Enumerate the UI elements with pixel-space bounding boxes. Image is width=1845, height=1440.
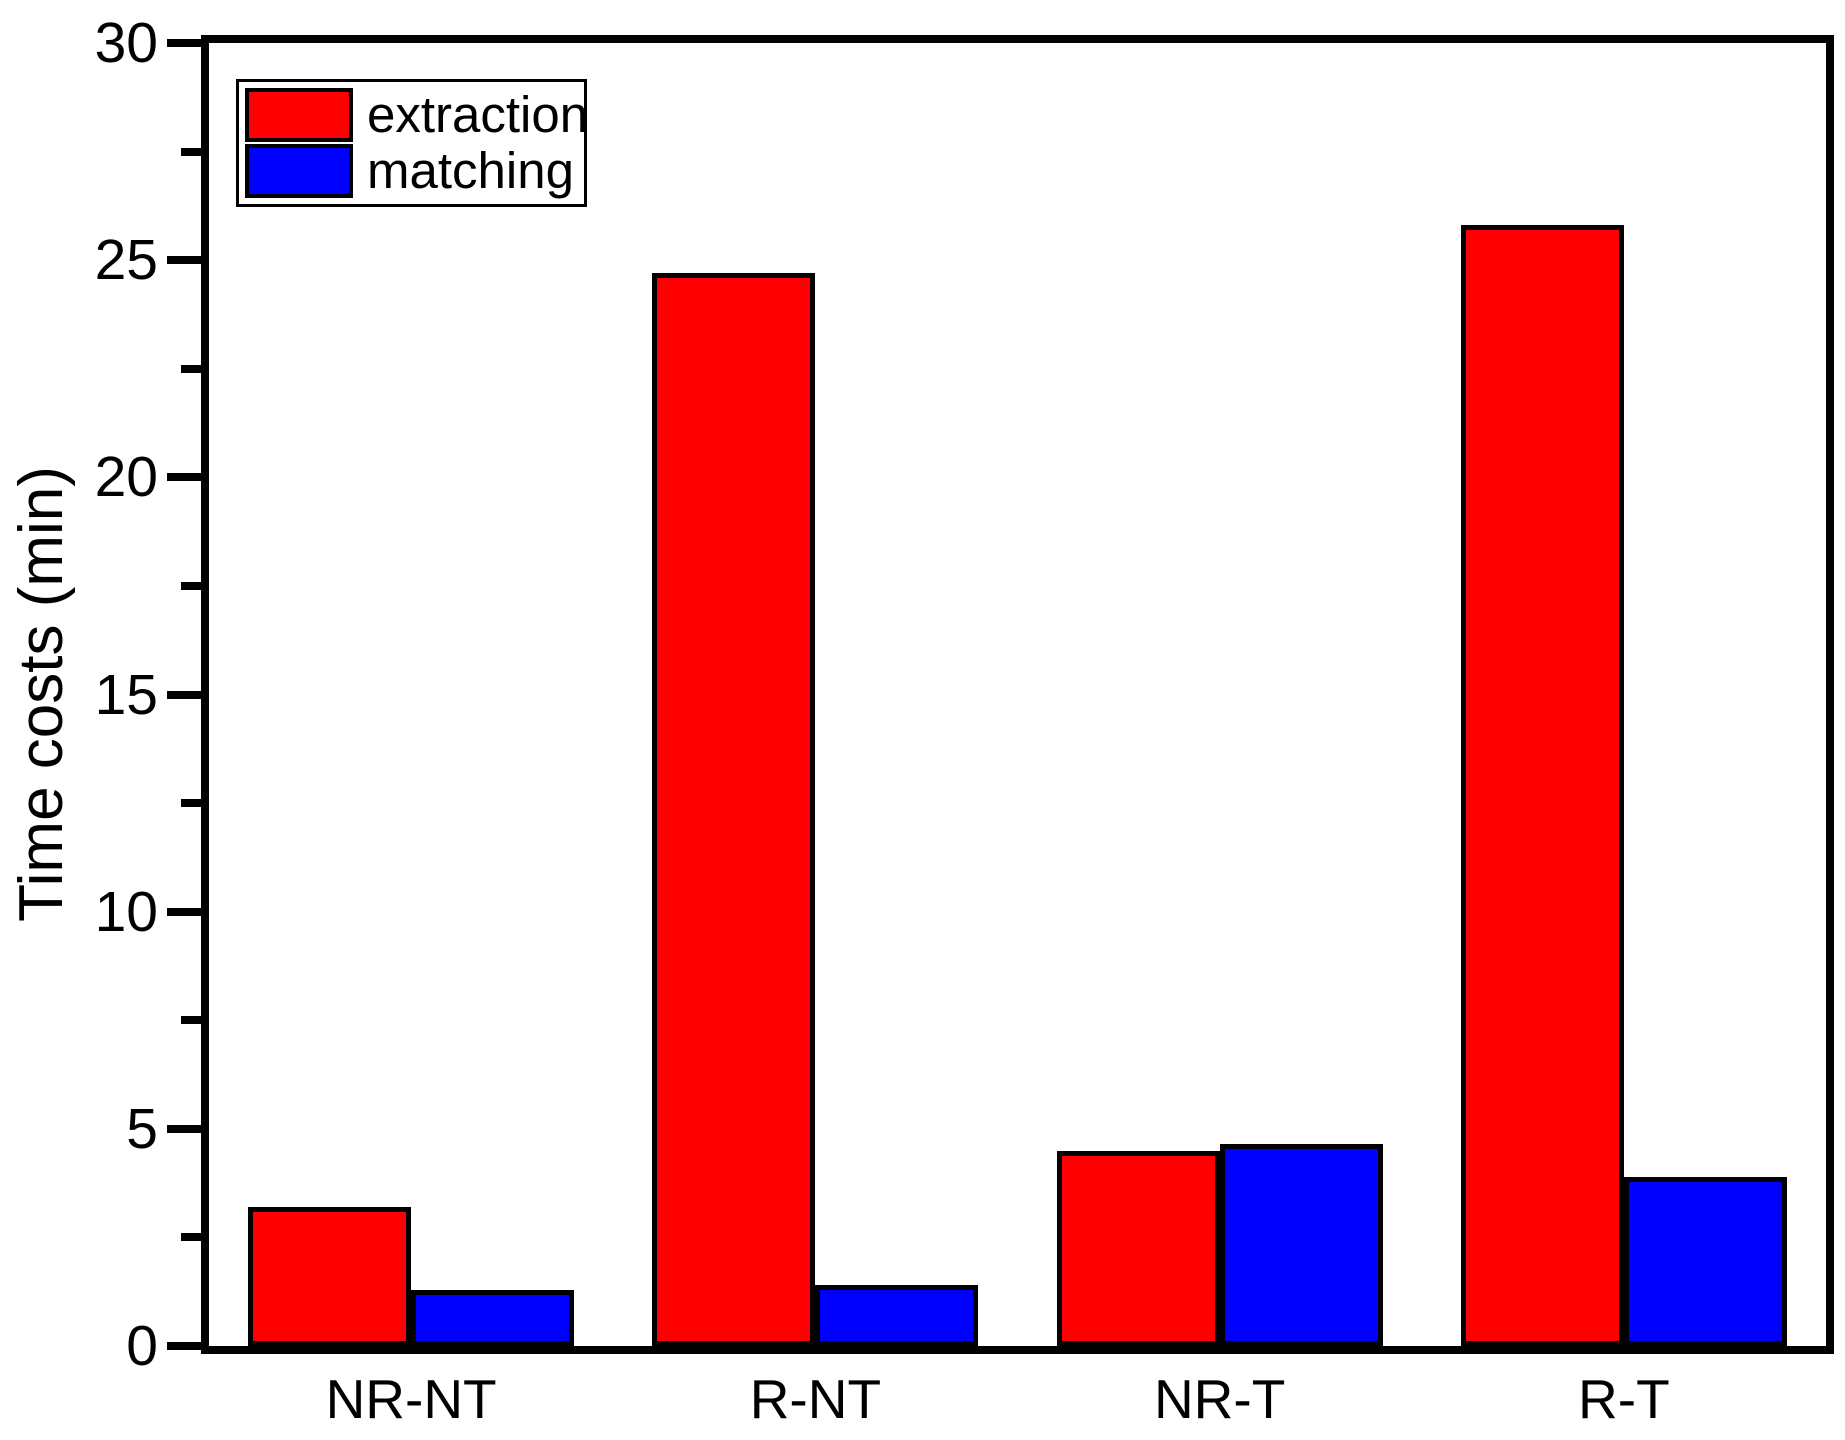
plot-area: extraction matching — [201, 35, 1834, 1354]
x-category-label-R-NT: R-NT — [749, 1368, 882, 1430]
bar-matching-NR-T — [1219, 1144, 1383, 1346]
legend-label-extraction: extraction — [367, 86, 589, 143]
y-tick-label-30: 30 — [94, 11, 158, 75]
y-major-tick-20 — [167, 473, 201, 482]
x-category-label-NR-NT: NR-NT — [325, 1368, 497, 1430]
y-major-tick-0 — [167, 1342, 201, 1350]
y-major-tick-5 — [167, 1124, 201, 1133]
y-tick-label-0: 0 — [126, 1314, 158, 1378]
y-major-tick-10 — [167, 907, 201, 916]
legend: extraction matching — [236, 79, 588, 207]
bar-extraction-NR-T — [1056, 1151, 1220, 1346]
bar-matching-R-NT — [815, 1285, 979, 1346]
x-category-label-NR-T: NR-T — [1153, 1368, 1286, 1430]
legend-item-extraction: extraction — [245, 87, 588, 143]
legend-label-matching: matching — [367, 142, 574, 199]
y-major-tick-25 — [167, 256, 201, 265]
y-minor-tick-2.5 — [181, 1233, 201, 1242]
y-tick-label-25: 25 — [94, 228, 158, 293]
y-tick-label-5: 5 — [126, 1096, 158, 1161]
y-major-tick-15 — [167, 690, 201, 699]
bar-matching-NR-NT — [411, 1290, 575, 1346]
bar-extraction-R-T — [1460, 225, 1624, 1346]
bar-matching-R-T — [1623, 1177, 1787, 1346]
x-category-label-R-T: R-T — [1578, 1368, 1670, 1430]
y-major-tick-30 — [167, 39, 201, 47]
bar-extraction-R-NT — [652, 273, 816, 1346]
matching-color-swatch — [245, 144, 353, 198]
y-minor-tick-17.5 — [181, 581, 201, 590]
bar-extraction-NR-NT — [248, 1207, 412, 1346]
y-tick-label-10: 10 — [94, 879, 158, 944]
y-minor-tick-12.5 — [181, 799, 201, 808]
y-minor-tick-7.5 — [181, 1016, 201, 1025]
y-tick-label-20: 20 — [94, 445, 158, 510]
bars-layer — [209, 43, 1826, 1346]
y-tick-label-15: 15 — [94, 662, 158, 727]
extraction-color-swatch — [245, 88, 353, 142]
legend-item-matching: matching — [245, 143, 578, 199]
y-minor-tick-22.5 — [181, 364, 201, 373]
y-minor-tick-27.5 — [181, 147, 201, 156]
